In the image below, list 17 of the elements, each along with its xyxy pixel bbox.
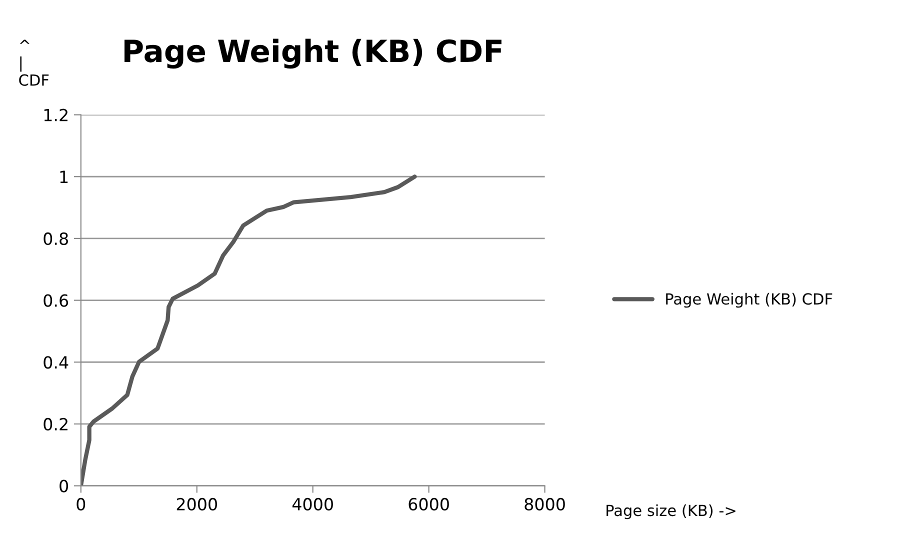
y-tick-label: 0 (60, 480, 68, 492)
x-tick-label: 4000 (292, 498, 333, 510)
line-series (80, 174, 417, 486)
chart-title: Page Weight (KB) CDF (124, 38, 502, 69)
y-tick-label: 1 (60, 170, 68, 183)
y-tick-label: 0.4 (44, 356, 68, 369)
legend-label: Page Weight (KB) CDF (666, 292, 832, 308)
y-tick-label: 0.2 (44, 418, 68, 431)
y-tick-label: 0.6 (44, 294, 68, 307)
x-tick-label: 8000 (524, 498, 565, 510)
y-tick-label: 0.8 (44, 232, 68, 246)
y-tick-label: 1.2 (44, 108, 68, 122)
x-tick-label: 2000 (176, 498, 217, 510)
y-axis-title: ^ | CDF (19, 40, 49, 86)
x-tick-label: 6000 (408, 498, 449, 510)
x-tick-label: 0 (76, 498, 86, 510)
x-axis-title: Page size (KB) -> (606, 504, 736, 520)
